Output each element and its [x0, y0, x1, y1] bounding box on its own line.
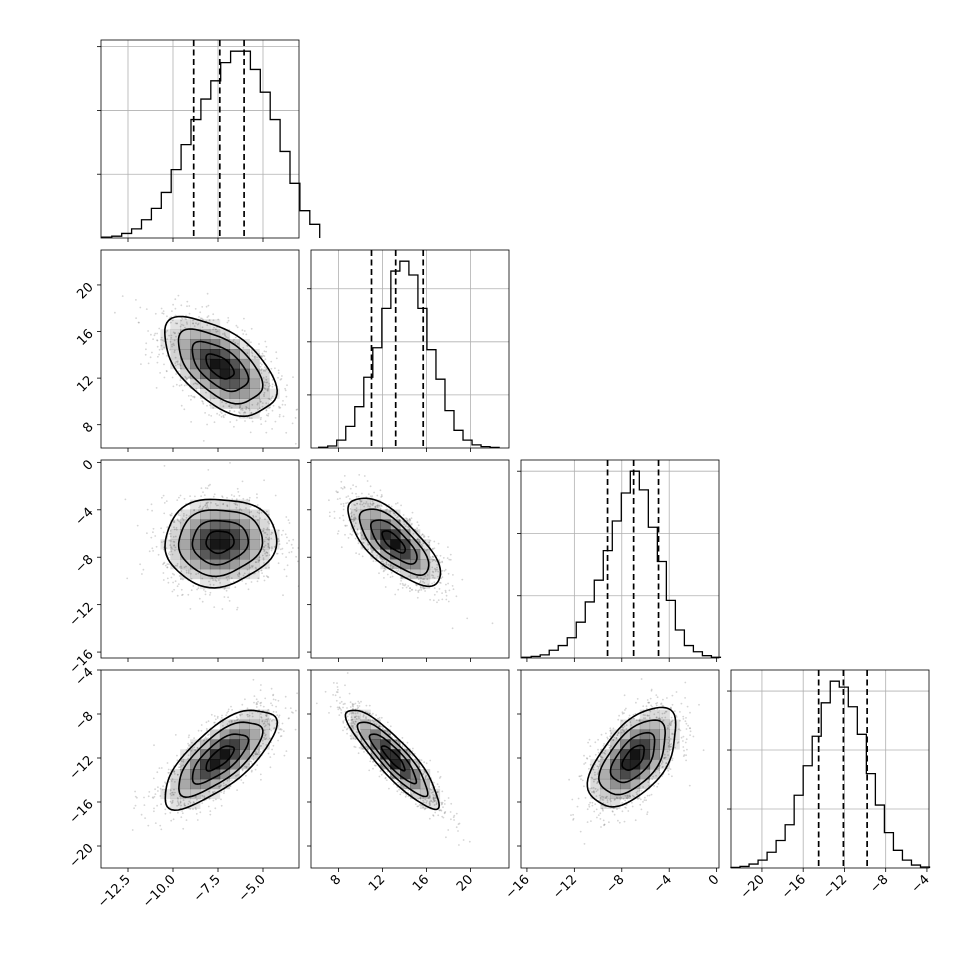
panel-frame	[100, 39, 300, 239]
x-tick-label: −10.0	[140, 872, 179, 911]
panel-frame	[520, 459, 720, 659]
y-tick-label: −12	[67, 753, 97, 783]
y-tick-label: −4	[72, 505, 96, 529]
contour-level-1	[621, 744, 645, 771]
pair-panel-3-2	[310, 459, 510, 659]
contour-level-3	[178, 721, 264, 799]
x-tick-label: −8	[867, 872, 891, 896]
contour-level-1	[205, 353, 235, 380]
x-tick-label: −4	[651, 872, 675, 896]
pair-panel-4-1	[100, 669, 300, 869]
contour-level-2	[370, 519, 418, 565]
marginal-panel-4	[727, 669, 931, 869]
contour-level-1	[380, 745, 406, 772]
x-tick-label: 20	[454, 872, 476, 894]
y-tick-label: 16	[74, 327, 96, 349]
scatter-points	[328, 474, 494, 630]
marginal-panel-2	[307, 249, 510, 449]
panel-frame	[310, 669, 510, 869]
density-shading	[160, 709, 280, 809]
panel-frame	[310, 459, 510, 659]
pair-panel-3-1	[100, 459, 300, 659]
x-tick-label: 8	[328, 872, 344, 888]
contour-level-2	[368, 733, 418, 785]
x-tick-label: −4	[909, 872, 933, 896]
histogram-bars	[730, 680, 931, 869]
contour-level-4	[344, 709, 441, 811]
contour-level-3	[356, 721, 429, 798]
panel-frame	[520, 669, 720, 869]
contour-level-4	[164, 709, 278, 812]
x-tick-label: −8	[603, 872, 627, 896]
contour-level-3	[358, 508, 430, 577]
contour-level-4	[347, 497, 442, 588]
density-shading	[160, 319, 280, 419]
contour-level-2	[191, 733, 250, 785]
pair-panel-4-3	[520, 669, 720, 869]
marginal-panel-1	[97, 39, 321, 239]
x-tick-label: −16	[503, 872, 533, 902]
panel-frame	[100, 669, 300, 869]
y-tick-label: 20	[74, 280, 96, 302]
marginal-panel-3	[517, 459, 722, 659]
panel-frame	[730, 669, 930, 869]
x-tick-label: −20	[738, 872, 768, 902]
x-tick-label: −12	[550, 872, 580, 902]
contour-level-4	[164, 498, 278, 589]
contour-level-4	[586, 706, 677, 808]
x-tick-label: 0	[706, 872, 722, 888]
contour-level-2	[609, 731, 656, 784]
x-tick-label: −12	[820, 872, 850, 902]
density-shading	[160, 499, 280, 590]
panel-frame	[100, 459, 300, 659]
y-tick-label: 12	[74, 373, 96, 395]
contour-level-1	[205, 530, 235, 555]
scatter-points	[114, 292, 299, 445]
y-tick-label: −8	[72, 552, 96, 576]
pair-panel-4-2	[310, 669, 510, 869]
contour-level-1	[205, 745, 236, 772]
panel-frame	[100, 249, 300, 449]
y-tick-label: −12	[67, 600, 97, 630]
y-tick-label: −8	[72, 709, 96, 733]
y-tick-label: 0	[80, 457, 96, 473]
contour-level-1	[381, 530, 406, 554]
contour-level-3	[177, 328, 264, 405]
x-tick-label: −7.5	[191, 872, 224, 905]
contour-level-2	[191, 340, 250, 393]
y-tick-label: −20	[67, 841, 97, 871]
density-shading	[350, 709, 441, 809]
y-tick-label: 8	[80, 420, 96, 436]
x-tick-label: 12	[366, 872, 388, 894]
histogram-bars	[318, 260, 500, 449]
x-tick-label: −5.0	[236, 872, 269, 905]
contour-level-2	[191, 519, 250, 566]
contour-level-3	[598, 719, 667, 796]
pair-panel-2-1	[100, 249, 300, 449]
contour-level-3	[177, 509, 264, 578]
x-tick-label: −16	[779, 872, 809, 902]
x-tick-label: −12.5	[95, 872, 134, 911]
histogram-bars	[101, 50, 321, 238]
y-tick-label: −16	[67, 797, 97, 827]
x-tick-label: 16	[410, 872, 432, 894]
histogram-bars	[521, 470, 722, 658]
contour-level-4	[163, 315, 279, 418]
density-shading	[590, 709, 680, 809]
panel-frame	[310, 249, 510, 449]
